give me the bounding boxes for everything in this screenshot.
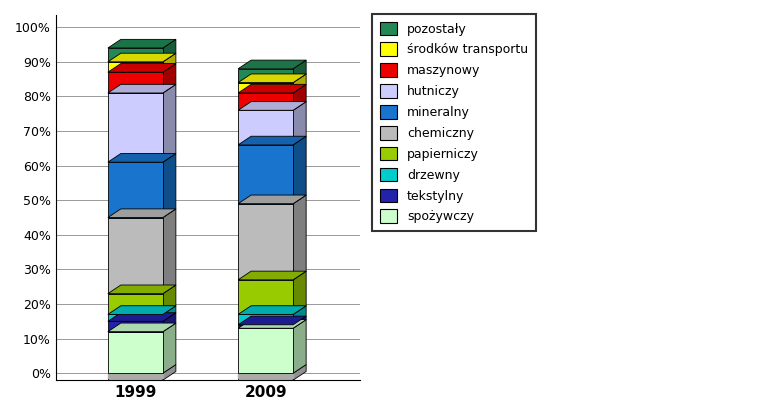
- Polygon shape: [238, 102, 306, 110]
- Polygon shape: [108, 323, 176, 332]
- Polygon shape: [163, 39, 176, 62]
- Polygon shape: [108, 306, 176, 315]
- Polygon shape: [108, 72, 163, 93]
- Polygon shape: [293, 316, 306, 328]
- Polygon shape: [238, 306, 306, 315]
- Polygon shape: [108, 162, 163, 217]
- Polygon shape: [163, 84, 176, 162]
- Polygon shape: [293, 74, 306, 93]
- Polygon shape: [108, 154, 176, 162]
- Polygon shape: [293, 136, 306, 204]
- Polygon shape: [108, 373, 163, 378]
- Polygon shape: [108, 285, 176, 294]
- Polygon shape: [238, 195, 306, 204]
- Polygon shape: [238, 145, 293, 204]
- Polygon shape: [238, 315, 293, 325]
- Polygon shape: [108, 321, 163, 332]
- Polygon shape: [108, 39, 176, 48]
- Polygon shape: [108, 62, 163, 72]
- Polygon shape: [163, 63, 176, 93]
- Polygon shape: [238, 74, 306, 83]
- Polygon shape: [293, 84, 306, 110]
- Polygon shape: [163, 323, 176, 373]
- Polygon shape: [238, 136, 306, 145]
- Polygon shape: [163, 53, 176, 72]
- Polygon shape: [108, 315, 163, 321]
- Polygon shape: [238, 69, 293, 83]
- Polygon shape: [238, 84, 306, 93]
- Polygon shape: [108, 294, 163, 315]
- Polygon shape: [238, 373, 293, 378]
- Polygon shape: [293, 271, 306, 315]
- Polygon shape: [293, 195, 306, 280]
- Polygon shape: [238, 316, 306, 325]
- Polygon shape: [108, 217, 163, 294]
- Polygon shape: [238, 204, 293, 280]
- Polygon shape: [293, 102, 306, 145]
- Polygon shape: [293, 320, 306, 373]
- Polygon shape: [108, 332, 163, 373]
- Polygon shape: [108, 48, 163, 62]
- Polygon shape: [163, 364, 176, 380]
- Polygon shape: [293, 364, 306, 380]
- Polygon shape: [293, 306, 306, 325]
- Polygon shape: [163, 154, 176, 217]
- Polygon shape: [238, 373, 293, 380]
- Polygon shape: [238, 328, 293, 373]
- Polygon shape: [163, 209, 176, 294]
- Polygon shape: [163, 306, 176, 321]
- Polygon shape: [108, 63, 176, 72]
- Polygon shape: [108, 53, 176, 62]
- Polygon shape: [238, 280, 293, 315]
- Polygon shape: [163, 285, 176, 315]
- Polygon shape: [108, 373, 163, 380]
- Polygon shape: [163, 312, 176, 332]
- Legend: pozostały, środków transportu, maszynowy, hutniczy, mineralny, chemiczny, papier: pozostały, środków transportu, maszynowy…: [372, 14, 536, 231]
- Polygon shape: [108, 312, 176, 321]
- Polygon shape: [238, 271, 306, 280]
- Polygon shape: [238, 110, 293, 145]
- Polygon shape: [108, 84, 176, 93]
- Polygon shape: [238, 93, 293, 110]
- Polygon shape: [238, 83, 293, 93]
- Polygon shape: [238, 320, 306, 328]
- Polygon shape: [238, 60, 306, 69]
- Polygon shape: [108, 93, 163, 162]
- Polygon shape: [108, 209, 176, 217]
- Polygon shape: [238, 325, 293, 328]
- Polygon shape: [293, 60, 306, 83]
